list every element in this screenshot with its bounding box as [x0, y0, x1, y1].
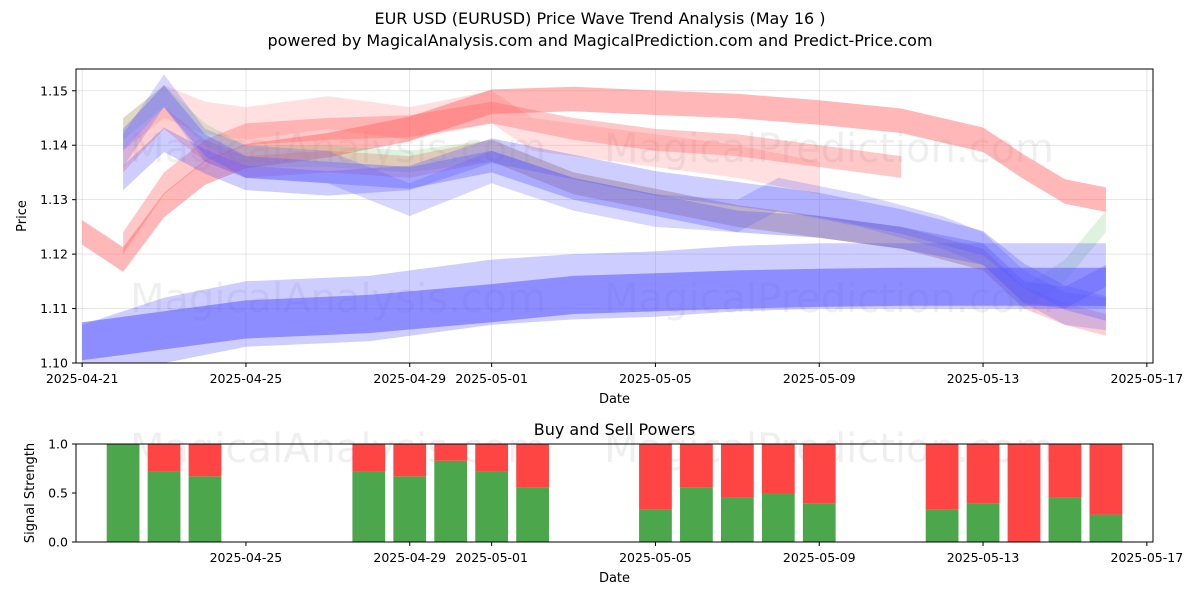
bar-chart-title: Buy and Sell Powers: [534, 420, 696, 439]
price-band: [82, 243, 1106, 363]
buy-bar: [1048, 497, 1082, 542]
buy-sell-chart: Buy and Sell PowersMagicalAnalysis.comMa…: [23, 420, 1183, 586]
x-tick-label: 2025-04-25: [210, 371, 283, 386]
y-tick-label: 1.15: [40, 83, 68, 98]
sell-bar: [147, 444, 181, 472]
buy-bar: [966, 503, 1000, 542]
bands-group: [82, 74, 1106, 363]
y-axis-label: Price: [15, 200, 30, 232]
sell-bar: [475, 444, 509, 472]
buy-bar: [802, 503, 836, 542]
price-band: [82, 267, 1106, 361]
buy-bar: [106, 444, 140, 542]
x-tick-label: 2025-05-05: [619, 371, 692, 386]
sell-bar: [434, 444, 468, 461]
buy-bar: [352, 471, 386, 542]
price-band: [123, 85, 820, 195]
watermark: MagicalAnalysis.com: [130, 126, 546, 172]
price-band: [123, 101, 902, 255]
buy-bar: [434, 460, 468, 542]
bar-x-axis-label: Date: [599, 571, 630, 586]
buy-bar: [761, 493, 795, 542]
bar-y-tick-label: 0.5: [48, 486, 68, 501]
watermark: MagicalPrediction.com: [604, 126, 1054, 172]
price-band: [123, 85, 1106, 309]
sell-bar: [639, 444, 672, 510]
sell-bar: [966, 444, 1000, 504]
sell-bar: [680, 444, 713, 488]
buy-bar: [393, 476, 427, 542]
x-tick-label: 2025-04-29: [373, 371, 446, 386]
buy-bar: [680, 487, 713, 542]
sell-bar: [188, 444, 222, 477]
sell-bar: [352, 444, 386, 472]
price-band: [82, 86, 1106, 272]
buy-bar: [475, 471, 509, 542]
buy-bar: [720, 497, 754, 542]
bar-x-tick-label: 2025-05-17: [1111, 550, 1184, 565]
sell-bar: [1089, 444, 1123, 515]
y-tick-label: 1.14: [40, 138, 68, 153]
bar-y-tick-label: 0.0: [48, 535, 68, 550]
price-wave-chart: MagicalAnalysis.com MagicalPrediction.com…: [15, 68, 1184, 407]
buy-bar: [1089, 514, 1123, 542]
price-band: [123, 74, 1106, 331]
bar-y-axis-label: Signal Strength: [23, 443, 38, 543]
y-tick-label: 1.13: [40, 192, 68, 207]
sell-bar: [393, 444, 427, 477]
sell-bar: [720, 444, 754, 498]
bar-x-tick-label: 2025-04-25: [210, 550, 283, 565]
x-tick-label: 2025-05-09: [783, 371, 856, 386]
buy-bar: [147, 471, 181, 542]
sell-bar: [516, 444, 549, 488]
bar-y-tick-label: 1.0: [48, 437, 68, 452]
y-tick-label: 1.10: [40, 356, 68, 371]
x-tick-label: 2025-04-21: [46, 371, 119, 386]
bar-x-tick-label: 2025-04-29: [373, 550, 446, 565]
chart-title: EUR USD (EURUSD) Price Wave Trend Analys…: [374, 9, 826, 28]
y-tick-label: 1.12: [40, 247, 68, 262]
buy-bar: [516, 487, 549, 542]
sell-bar: [1048, 444, 1082, 498]
bar-x-tick-label: 2025-05-01: [455, 550, 528, 565]
x-axis-label: Date: [599, 392, 630, 407]
y-tick-label: 1.11: [40, 301, 68, 316]
x-tick-label: 2025-05-17: [1111, 371, 1184, 386]
sell-bar: [802, 444, 836, 504]
price-band: [123, 127, 1106, 321]
buy-bar: [639, 509, 672, 542]
x-tick-label: 2025-05-01: [455, 371, 528, 386]
plot-frame: [75, 68, 1154, 364]
bar-x-tick-label: 2025-05-09: [783, 550, 856, 565]
sell-bar: [1007, 444, 1041, 542]
price-band: [123, 85, 1106, 309]
buy-bar: [188, 476, 222, 542]
sell-bar: [761, 444, 795, 493]
price-band: [123, 107, 1106, 336]
chart-subtitle: powered by MagicalAnalysis.com and Magic…: [267, 31, 933, 50]
bar-x-tick-label: 2025-05-05: [619, 550, 692, 565]
buy-bar: [925, 509, 959, 542]
sell-bar: [925, 444, 959, 510]
bar-x-tick-label: 2025-05-13: [947, 550, 1020, 565]
x-tick-label: 2025-05-13: [947, 371, 1020, 386]
